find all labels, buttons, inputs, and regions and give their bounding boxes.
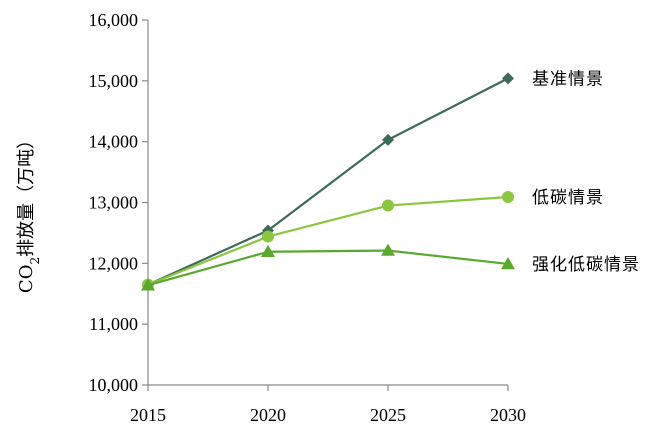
axes: [147, 20, 508, 386]
y-axis-ticks: 10,000 11,000 12,000 13,000 14,000 15,000 16,0…: [89, 10, 148, 395]
y-tick-label: 10,000: [89, 375, 139, 395]
data-point-circle: [382, 199, 394, 212]
x-tick-label: 2020: [250, 405, 286, 425]
y-axis-title-suffix: 排放量（万吨）: [16, 131, 37, 257]
series-label: 基准情景: [532, 69, 604, 89]
y-tick-label: 14,000: [89, 132, 139, 152]
y-axis-title-prefix: CO: [16, 265, 37, 294]
series-line: [147, 195, 509, 286]
series-3: 强化低碳情景: [141, 243, 640, 291]
series-line: [147, 77, 509, 286]
data-point-triangle: [501, 256, 515, 270]
series-2: 低碳情景: [142, 188, 604, 291]
y-axis-title-subscript: 2: [28, 257, 42, 265]
series-1: 基准情景: [142, 69, 604, 291]
data-point-circle: [502, 191, 514, 204]
y-tick-label: 12,000: [89, 253, 139, 273]
y-tick-label: 13,000: [89, 193, 139, 213]
data-point-diamond: [382, 133, 394, 146]
series-label: 低碳情景: [532, 188, 604, 208]
data-point-diamond: [502, 72, 514, 85]
y-tick-label: 11,000: [89, 314, 138, 334]
data-point-triangle: [381, 243, 395, 256]
y-tick-label: 15,000: [89, 71, 139, 91]
series-label: 强化低碳情景: [532, 255, 640, 275]
data-point-triangle: [141, 278, 155, 291]
y-tick-label: 16,000: [89, 10, 139, 30]
x-tick-label: 2025: [370, 405, 406, 425]
x-tick-label: 2030: [490, 405, 526, 425]
data-point-circle: [262, 230, 274, 243]
x-tick-label: 2015: [130, 405, 166, 425]
series-line: [147, 249, 509, 287]
x-axis-ticks: 2015 2020 2025 2030: [130, 385, 526, 425]
y-axis-title: CO2排放量（万吨）: [16, 131, 42, 293]
data-point-triangle: [261, 244, 275, 258]
